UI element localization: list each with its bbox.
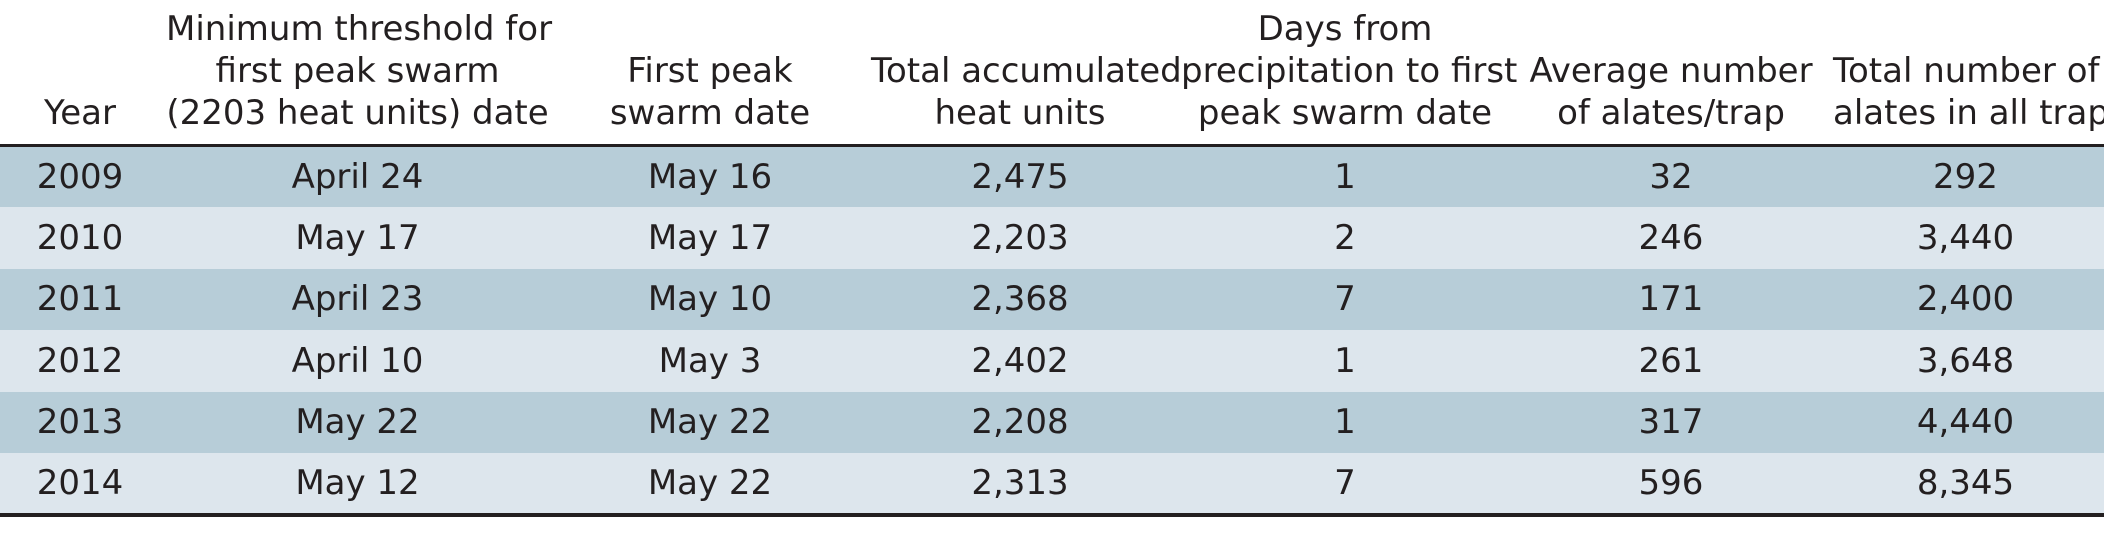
header-min-threshold-line-2: first peak swarm [215,51,500,91]
cell-year: 2010 [0,207,160,269]
cell-avg-alates: 32 [1515,145,1827,207]
header-total-alates-line-1: Total number of [1833,51,2100,91]
table-header: Year Minimum threshold for first peak sw… [0,0,2104,147]
cell-min-threshold-date: April 23 [160,268,555,330]
header-first-peak: First peak swarm date [555,0,865,147]
cell-total-alates: 4,440 [1827,391,2104,453]
header-avg-alates: Average number of alates/trap [1515,0,1827,147]
table-row: 2011 April 23 May 10 2,368 7 171 2,400 [0,268,2104,330]
cell-first-peak-date: May 3 [555,330,865,392]
cell-avg-alates: 246 [1515,207,1827,269]
cell-total-alates: 2,400 [1827,268,2104,330]
cell-min-threshold-date: April 10 [160,330,555,392]
cell-total-alates: 3,440 [1827,207,2104,269]
cell-total-alates: 3,648 [1827,330,2104,392]
header-days-line-3: peak swarm date [1197,93,1493,133]
table-row: 2013 May 22 May 22 2,208 1 317 4,440 [0,391,2104,453]
cell-avg-alates: 171 [1515,268,1827,330]
header-days-line-2: precipitation to first [1181,51,1518,91]
cell-avg-alates: 596 [1515,453,1827,517]
cell-total-heat-units: 2,208 [865,391,1175,453]
header-min-threshold-line-3: (2203 heat units) date [166,93,549,133]
cell-year: 2011 [0,268,160,330]
cell-min-threshold-date: May 17 [160,207,555,269]
cell-total-heat-units: 2,402 [865,330,1175,392]
cell-min-threshold-date: April 24 [160,145,555,207]
cell-year: 2014 [0,453,160,517]
cell-first-peak-date: May 10 [555,268,865,330]
cell-total-heat-units: 2,475 [865,145,1175,207]
cell-total-heat-units: 2,368 [865,268,1175,330]
table-row: 2014 May 12 May 22 2,313 7 596 8,345 [0,453,2104,517]
header-total-heat-line-1: Total accumulated [871,51,1182,91]
cell-days-from-precip: 1 [1175,391,1515,453]
cell-days-from-precip: 7 [1175,268,1515,330]
header-min-threshold-line-1: Minimum threshold for [166,9,553,49]
cell-avg-alates: 317 [1515,391,1827,453]
table-row: 2012 April 10 May 3 2,402 1 261 3,648 [0,330,2104,392]
cell-total-alates: 292 [1827,145,2104,207]
cell-total-heat-units: 2,203 [865,207,1175,269]
header-first-peak-line-2: swarm date [609,93,811,133]
cell-year: 2012 [0,330,160,392]
header-year-line-1: Year [44,93,116,133]
cell-total-alates: 8,345 [1827,453,2104,517]
header-total-alates-line-2: alates in all traps [1833,93,2104,133]
cell-first-peak-date: May 17 [555,207,865,269]
cell-year: 2009 [0,145,160,207]
header-min-threshold: Minimum threshold for first peak swarm (… [160,0,555,147]
header-total-heat: Total accumulated heat units [865,0,1182,147]
cell-min-threshold-date: May 22 [160,391,555,453]
cell-first-peak-date: May 22 [555,391,865,453]
cell-year: 2013 [0,391,160,453]
table-row: 2010 May 17 May 17 2,203 2 246 3,440 [0,207,2104,269]
header-days-line-1: Days from [1257,9,1433,49]
table-row: 2009 April 24 May 16 2,475 1 32 292 [0,145,2104,207]
cell-days-from-precip: 7 [1175,453,1515,517]
header-days-from-precip: Days from precipitation to first peak sw… [1175,0,1518,147]
header-row: Year Minimum threshold for first peak sw… [0,0,2104,147]
cell-days-from-precip: 1 [1175,330,1515,392]
cell-min-threshold-date: May 12 [160,453,555,517]
cell-avg-alates: 261 [1515,330,1827,392]
swarm-data-table: Year Minimum threshold for first peak sw… [0,0,2104,517]
cell-days-from-precip: 1 [1175,145,1515,207]
header-avg-alates-line-1: Average number [1529,51,1813,91]
header-year: Year [0,0,160,147]
cell-first-peak-date: May 16 [555,145,865,207]
cell-first-peak-date: May 22 [555,453,865,517]
cell-total-heat-units: 2,313 [865,453,1175,517]
table-body: 2009 April 24 May 16 2,475 1 32 292 2010… [0,145,2104,517]
cell-days-from-precip: 2 [1175,207,1515,269]
header-total-alates: Total number of alates in all traps [1827,0,2104,147]
header-total-heat-line-2: heat units [934,93,1106,133]
header-avg-alates-line-2: of alates/trap [1557,93,1785,133]
header-first-peak-line-1: First peak [627,51,793,91]
